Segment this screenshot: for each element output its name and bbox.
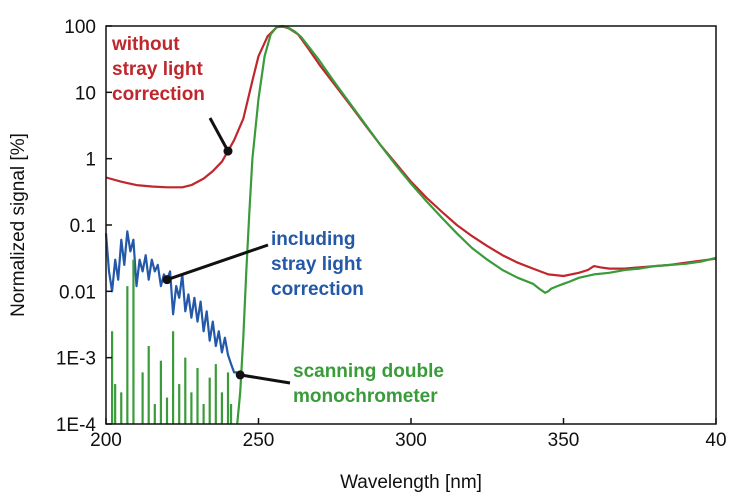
series-line-3 bbox=[236, 24, 717, 425]
axis-ticks: 200 250 300 350 40 1E-4 1E-3 0.01 0.1 1 10 100 bbox=[56, 17, 727, 451]
y-tick-label: 1 bbox=[85, 150, 96, 171]
y-tick-label: 10 bbox=[75, 83, 96, 104]
annotation-text: without bbox=[111, 34, 180, 55]
x-tick-label: 350 bbox=[548, 430, 580, 451]
x-tick-label: 300 bbox=[395, 430, 427, 451]
x-tick-label: 250 bbox=[243, 430, 275, 451]
annotation-point bbox=[235, 370, 245, 380]
annotation-point bbox=[162, 275, 172, 285]
annotation-leader-line bbox=[239, 373, 291, 385]
y-tick-label: 100 bbox=[64, 17, 96, 38]
x-tick-label: 40 bbox=[705, 430, 726, 451]
x-tick-label: 200 bbox=[90, 430, 122, 451]
plot-lines bbox=[104, 24, 717, 425]
annotations: without stray light correction including str… bbox=[111, 34, 444, 407]
annotation-point bbox=[223, 146, 233, 156]
annotation-leader-line bbox=[166, 243, 269, 282]
y-axis-label: Normalized signal [%] bbox=[8, 133, 29, 317]
annotation-leader-line bbox=[208, 117, 230, 152]
annotation-text: correction bbox=[112, 84, 205, 105]
annotation-text: stray light bbox=[112, 59, 203, 80]
annotation-text: stray light bbox=[271, 254, 362, 275]
series-line-2 bbox=[104, 230, 238, 374]
annotation-text: including bbox=[271, 229, 355, 250]
y-tick-label: 1E-3 bbox=[56, 349, 96, 370]
annotation-text: monochrometer bbox=[293, 386, 438, 407]
annotation-text: correction bbox=[271, 279, 364, 300]
annotation-text: scanning double bbox=[293, 361, 444, 382]
y-tick-label: 0.1 bbox=[70, 216, 96, 237]
x-axis-label: Wavelength [nm] bbox=[340, 472, 482, 493]
y-tick-label: 0.01 bbox=[59, 282, 96, 303]
y-tick-label: 1E-4 bbox=[56, 415, 97, 436]
